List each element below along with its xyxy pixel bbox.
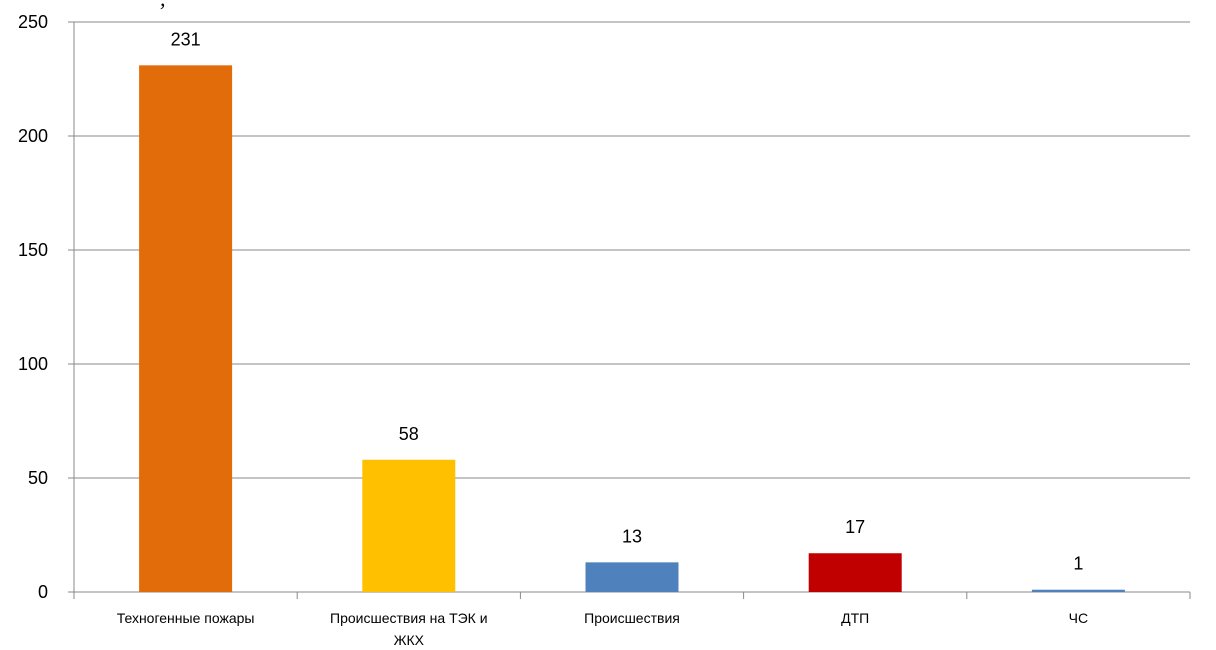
clipped-title-fragment: , bbox=[160, 0, 166, 11]
x-category-label: ДТП bbox=[841, 610, 869, 626]
y-tick-label: 0 bbox=[38, 582, 48, 602]
data-label: 58 bbox=[399, 424, 419, 444]
y-tick-label: 250 bbox=[18, 12, 48, 32]
y-tick-label: 100 bbox=[18, 354, 48, 374]
data-label: 231 bbox=[171, 29, 201, 49]
labels: 0 50 100 150 200 250 231 Техногенные пожары 58 Пр… bbox=[18, 12, 1088, 648]
y-tick-label: 200 bbox=[18, 126, 48, 146]
gridlines bbox=[74, 21, 1190, 479]
bar bbox=[808, 553, 902, 592]
bar bbox=[585, 562, 679, 592]
y-tick-label: 50 bbox=[28, 468, 48, 488]
x-category-label: Происшествия на ТЭК и bbox=[330, 610, 488, 626]
x-category-label: ЖКХ bbox=[394, 632, 425, 648]
axes bbox=[68, 21, 1191, 599]
data-label: 17 bbox=[845, 517, 865, 537]
x-category-label: Происшествия bbox=[584, 610, 680, 626]
data-label: 1 bbox=[1073, 554, 1083, 574]
y-tick-label: 150 bbox=[18, 240, 48, 260]
bar bbox=[139, 65, 233, 592]
x-category-label: Техногенные пожары bbox=[117, 610, 255, 626]
bar bbox=[1031, 589, 1125, 592]
x-category-label: ЧС bbox=[1069, 610, 1088, 626]
bar bbox=[362, 459, 456, 592]
bars bbox=[139, 65, 1125, 592]
data-label: 13 bbox=[622, 526, 642, 546]
